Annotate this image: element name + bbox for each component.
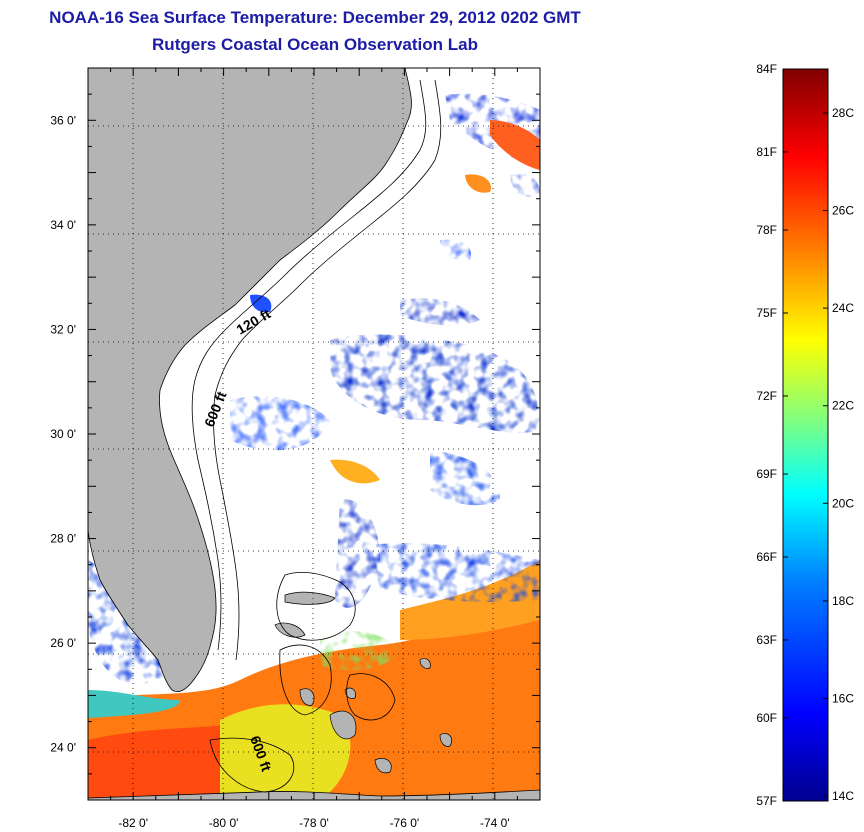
colorbar-f-label: 57F — [756, 794, 777, 808]
bahamas-islands — [274, 591, 453, 774]
bathymetry-contours — [191, 79, 442, 793]
colorbar-fahrenheit-labels: 84F 81F 78F 75F 72F 69F 66F 63F 60F 57F — [756, 62, 777, 808]
colorbar-gradient — [782, 68, 829, 802]
lat-tick-label: 36 0' — [50, 113, 76, 127]
colorbar-f-label: 66F — [756, 550, 777, 564]
lat-tick-label: 28 0' — [50, 532, 76, 546]
colorbar-f-label: 72F — [756, 389, 777, 403]
lat-tick-label: 32 0' — [50, 322, 76, 336]
lon-tick-label: -82 0' — [118, 816, 148, 830]
colorbar-f-label: 84F — [756, 62, 777, 76]
colorbar-c-label: 26C — [832, 204, 854, 218]
latitude-axis-labels: 36 0' 34 0' 32 0' 30 0' 28 0' 26 0' 24 0' — [50, 113, 76, 754]
colorbar-c-label: 18C — [832, 594, 854, 608]
colorbar-f-label: 75F — [756, 306, 777, 320]
colorbar-c-label: 24C — [832, 301, 854, 315]
colorbar-f-label: 78F — [756, 223, 777, 237]
lon-tick-label: -78 0' — [299, 816, 329, 830]
sst-data-layer — [88, 93, 540, 800]
lat-tick-label: 26 0' — [50, 636, 76, 650]
colorbar-c-label: 16C — [832, 692, 854, 706]
map-subtitle: Rutgers Coastal Ocean Observation Lab — [152, 35, 478, 54]
map-title: NOAA-16 Sea Surface Temperature: Decembe… — [49, 8, 581, 27]
lat-tick-label: 34 0' — [50, 218, 76, 232]
colorbar: 84F 81F 78F 75F 72F 69F 66F 63F 60F 57F 28C 26C 24C… — [756, 62, 854, 808]
graticule — [88, 68, 540, 800]
colorbar-f-label: 81F — [756, 145, 777, 159]
colorbar-f-label: 69F — [756, 467, 777, 481]
lat-tick-label: 24 0' — [50, 741, 76, 755]
colorbar-celsius-labels: 28C 26C 24C 22C 20C 18C 16C 14C — [832, 106, 854, 803]
colorbar-c-label: 22C — [832, 399, 854, 413]
colorbar-c-label: 20C — [832, 496, 854, 510]
colorbar-c-label: 28C — [832, 106, 854, 120]
map-axis-ticks — [87, 67, 541, 801]
colorbar-c-label: 14C — [832, 789, 854, 803]
land-mass — [88, 68, 412, 693]
lon-tick-label: -76 0' — [390, 816, 420, 830]
lat-tick-label: 30 0' — [50, 427, 76, 441]
colorbar-f-label: 63F — [756, 633, 777, 647]
colorbar-ticks — [783, 68, 828, 802]
lon-tick-label: -74 0' — [480, 816, 510, 830]
map-panel: 120 ft 600 ft 600 ft -82 0' -80 0' -78 0' -… — [50, 67, 541, 830]
colorbar-f-label: 60F — [756, 711, 777, 725]
longitude-axis-labels: -82 0' -80 0' -78 0' -76 0' -74 0' — [118, 816, 509, 830]
lon-tick-label: -80 0' — [209, 816, 239, 830]
